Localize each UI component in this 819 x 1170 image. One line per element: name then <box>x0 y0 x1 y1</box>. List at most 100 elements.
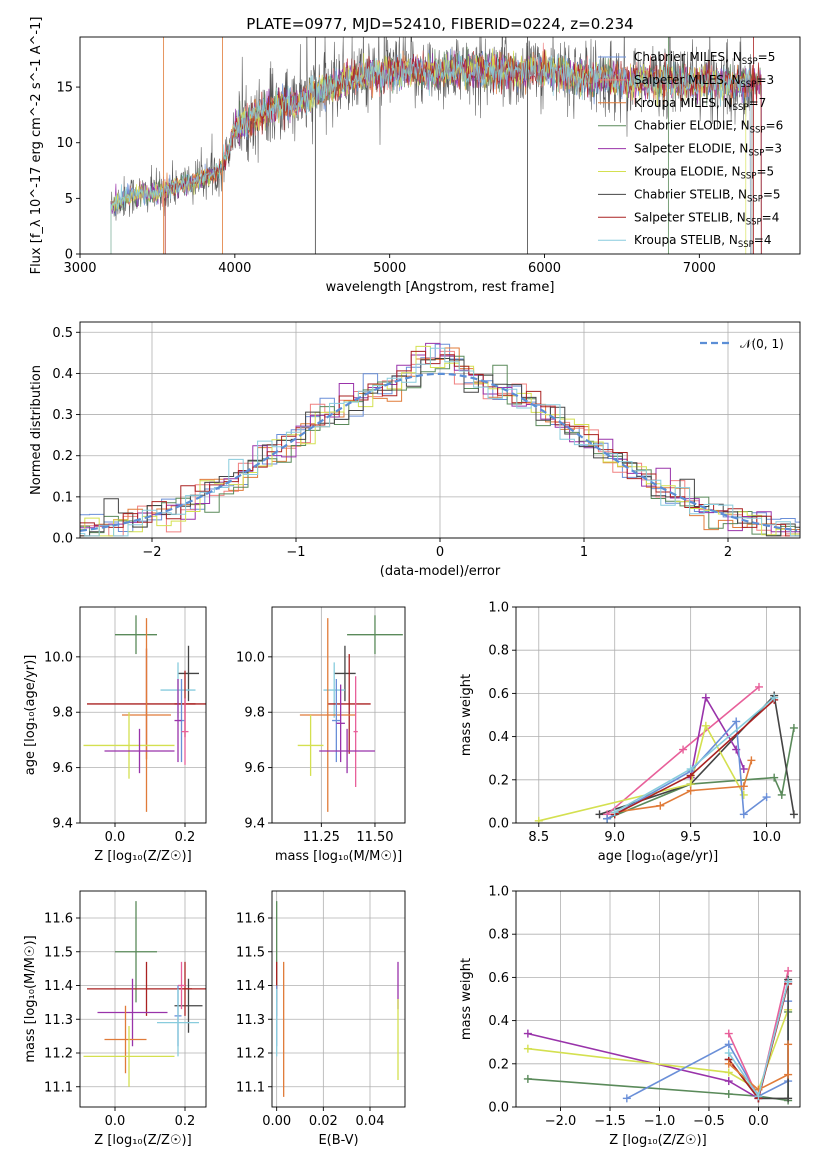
errorbar-point-5 <box>332 679 341 763</box>
legend-entry: Salpeter MILES, NSSP=3 <box>634 73 774 90</box>
x-tick-label: 11.25 <box>303 830 340 845</box>
y-tick-label: 0.0 <box>488 817 509 832</box>
x-tick-label: 0.0 <box>105 830 126 845</box>
plot-area <box>80 342 800 537</box>
y-tick-label: 11.2 <box>236 1047 265 1062</box>
weight-marker <box>739 765 748 773</box>
x-tick-label: 11.50 <box>356 830 393 845</box>
errorbar-point-2 <box>323 662 345 718</box>
weight-marker <box>534 816 543 823</box>
panel-weight_vs_age: 8.5 9.0 9.5 10.0 0.0 0.2 0.4 0.6 0.8 1.0 age [log₁… <box>459 601 801 864</box>
y-tick-label: 0.4 <box>488 1014 509 1029</box>
x-tick-label: 2 <box>724 545 732 560</box>
errorbar-point-8 <box>181 698 189 765</box>
x-axis-label: (data-model)/error <box>380 564 501 579</box>
y-tick-label: 9.8 <box>52 706 73 721</box>
spectrum-series-8 <box>110 50 751 254</box>
weight-marker <box>724 1029 733 1038</box>
x-tick-label: 0.00 <box>262 1114 291 1129</box>
y-tick-label: 5 <box>65 192 73 207</box>
y-tick-label: 15 <box>56 81 73 96</box>
weight-marker <box>679 745 688 754</box>
weight-series-7 <box>728 1044 789 1091</box>
weight-marker <box>701 693 710 702</box>
errorbar-point-4 <box>299 618 356 812</box>
plot-area <box>297 615 403 812</box>
y-tick-label: 0.2 <box>52 449 73 464</box>
y-tick-label: 0.0 <box>488 1101 509 1116</box>
spectrum-legend: Chabrier MILES, NSSP=5 Salpeter MILES, NS… <box>598 50 783 250</box>
y-tick-label: 9.6 <box>52 761 73 776</box>
legend-entry: Chabrier MILES, NSSP=5 <box>634 50 775 67</box>
y-tick-label: 0.4 <box>52 367 73 382</box>
axes-frame <box>515 606 801 824</box>
plot-area <box>523 966 793 1105</box>
y-tick-label: 9.8 <box>244 706 265 721</box>
plot-area <box>110 37 762 254</box>
y-tick-label: 10.0 <box>44 650 73 665</box>
y-tick-label: 11.6 <box>44 912 73 927</box>
y-tick-label: 0.1 <box>52 490 73 505</box>
errorbar-point-7 <box>174 679 182 763</box>
legend-entry: Kroupa STELIB, NSSP=4 <box>634 233 772 250</box>
y-tick-label: 11.6 <box>236 912 265 927</box>
figure-title: PLATE=0977, MJD=52410, FIBERID=0224, z=0… <box>246 15 633 33</box>
errorbar-point-8 <box>104 1005 147 1074</box>
normal-curve <box>80 372 798 532</box>
x-axis-label: age [log₁₀(age/yr)] <box>598 849 719 864</box>
x-tick-label: 6000 <box>528 261 561 276</box>
y-tick-label: 11.5 <box>44 945 73 960</box>
y-tick-label: 0.6 <box>488 687 509 702</box>
legend-entry: Chabrier ELODIE, NSSP=6 <box>634 119 783 136</box>
weight-marker <box>724 1068 733 1077</box>
panel-mass_vs_Z: 0.0 0.2 11.1 11.2 11.3 11.4 11.5 11.6 Z [log₁₀(Z… <box>23 890 207 1148</box>
x-tick-label: 0.0 <box>105 1114 126 1129</box>
x-tick-label: 0.0 <box>748 1114 769 1129</box>
histogram-series-7 <box>80 350 800 537</box>
weight-series-3 <box>689 695 745 778</box>
errorbar-point-0 <box>115 901 157 1003</box>
x-axis-label: Z [log₁₀(Z/Z☉)] <box>94 849 191 864</box>
x-tick-label: −2 <box>142 545 161 560</box>
x-tick-label: 0.02 <box>309 1114 338 1129</box>
weight-marker <box>610 808 619 817</box>
y-tick-label: 11.4 <box>44 979 73 994</box>
weight-marker <box>789 723 798 732</box>
histogram-series-8 <box>80 347 800 537</box>
weight-marker <box>770 693 779 702</box>
plot-area <box>534 682 798 823</box>
errorbar-point-10 <box>104 728 175 774</box>
legend-entry: 𝒩(0, 1) <box>740 337 784 351</box>
errorbar-point-9 <box>319 728 375 774</box>
weight-marker <box>739 790 748 799</box>
x-tick-label: 10.0 <box>752 830 781 845</box>
errorbar-point-3 <box>178 961 192 1016</box>
x-tick-label: 9.0 <box>604 830 625 845</box>
errorbar-point-8 <box>297 715 324 776</box>
weight-marker <box>777 790 786 799</box>
y-axis-label: mass [log₁₀(M/M☉)] <box>23 935 38 1062</box>
y-tick-label: 0.5 <box>52 326 73 341</box>
weight-series-3 <box>626 1001 789 1100</box>
y-axis-label: Normed distribution <box>29 365 44 495</box>
weight-marker <box>754 682 763 691</box>
weight-marker <box>523 1029 532 1038</box>
legend-entry: Kroupa MILES, NSSP=7 <box>634 96 766 113</box>
weight-marker <box>762 793 771 802</box>
errorbar-point-6 <box>336 684 345 763</box>
weight-marker <box>622 1094 631 1103</box>
y-tick-label: 0.4 <box>488 730 509 745</box>
x-tick-label: 0 <box>436 545 444 560</box>
weight-series-2 <box>527 1009 789 1091</box>
y-tick-label: 1.0 <box>488 601 509 616</box>
x-tick-label: 9.5 <box>680 830 701 845</box>
errorbar-point-4 <box>178 961 185 1010</box>
legend-entry: Chabrier STELIB, NSSP=5 <box>634 187 781 204</box>
y-tick-label: 11.5 <box>236 945 265 960</box>
errorbar-point-9 <box>83 1026 175 1087</box>
weight-marker <box>784 1070 793 1079</box>
errorbar-point-1 <box>178 645 199 702</box>
errorbar-point-0 <box>347 615 403 655</box>
